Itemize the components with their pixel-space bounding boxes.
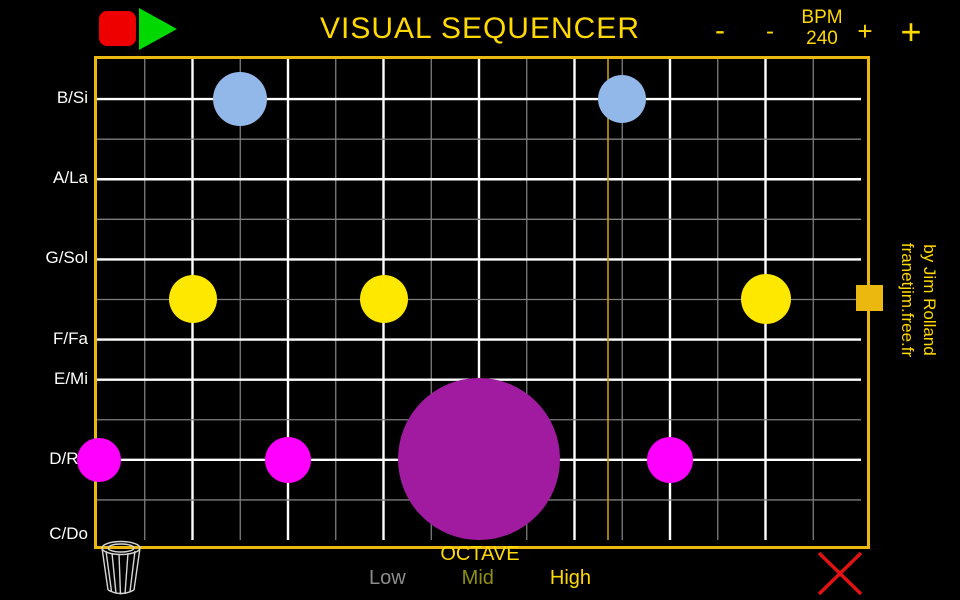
- note-yellow-4[interactable]: [360, 275, 408, 323]
- octave-option-mid[interactable]: Mid: [461, 567, 494, 589]
- bpm-increase-button[interactable]: +: [857, 16, 873, 46]
- octave-option-low[interactable]: Low: [368, 567, 406, 589]
- row-label-c-do: C/Do: [49, 524, 88, 543]
- stop-button[interactable]: [99, 11, 136, 46]
- note-blue-1[interactable]: [213, 72, 267, 126]
- row-label-g-sol: G/Sol: [45, 248, 88, 267]
- octave-option-high[interactable]: High: [549, 567, 592, 589]
- close-icon: [817, 551, 863, 596]
- row-label-f-fa: F/Fa: [53, 329, 88, 348]
- credit-text: by Jim Rolland franetjim.free.fr: [896, 220, 940, 380]
- note-magenta-7[interactable]: [265, 437, 311, 483]
- credit-website: franetjim.free.fr: [898, 242, 917, 358]
- sequencer-grid-canvas[interactable]: [77, 59, 861, 540]
- bpm-decrease-button[interactable]: -: [766, 18, 774, 45]
- note-magenta-6[interactable]: [77, 438, 121, 482]
- play-button[interactable]: [139, 8, 181, 50]
- row-label-e-mi: E/Mi: [54, 369, 88, 388]
- note-purple-8[interactable]: [398, 378, 560, 540]
- grid-scroll-handle[interactable]: [856, 285, 883, 311]
- trash-button[interactable]: [95, 539, 147, 596]
- row-label-d-re: D/Ré: [49, 449, 88, 468]
- note-magenta-9[interactable]: [647, 437, 693, 483]
- credit-author: by Jim Rolland: [920, 244, 939, 356]
- row-label-a-la: A/La: [53, 168, 88, 187]
- octave-selector: Low Mid High: [330, 567, 630, 590]
- page-title: VISUAL SEQUENCER: [320, 12, 640, 45]
- trash-icon: [101, 540, 141, 595]
- close-button[interactable]: [817, 551, 863, 596]
- bpm-increase-coarse-button[interactable]: +: [900, 11, 922, 52]
- bpm-display: BPM 240: [788, 7, 856, 49]
- bpm-label: BPM: [801, 7, 843, 28]
- note-yellow-5[interactable]: [741, 274, 791, 324]
- row-label-b-si: B/Si: [56, 88, 88, 107]
- sequencer-grid[interactable]: [77, 56, 870, 549]
- note-yellow-3[interactable]: [169, 275, 217, 323]
- bpm-decrease-coarse-button[interactable]: -: [715, 14, 725, 47]
- note-blue-2[interactable]: [598, 75, 646, 123]
- bpm-value: 240: [806, 28, 838, 49]
- play-icon: [139, 8, 177, 50]
